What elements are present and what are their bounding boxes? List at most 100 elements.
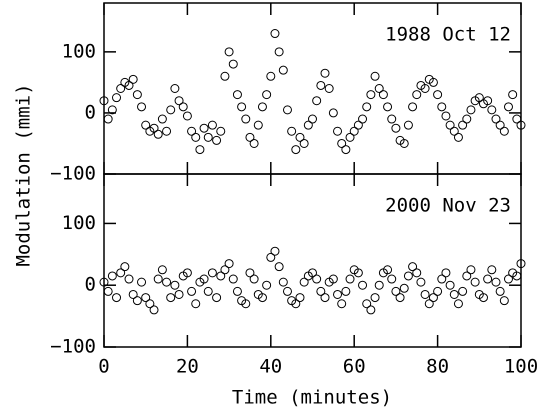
data-point [503,274,513,284]
data-point [141,120,151,130]
data-point [257,102,267,112]
data-point [383,265,393,275]
data-point [266,71,276,81]
data-point [203,286,213,296]
panel-annotation: 2000 Nov 23 [385,195,511,217]
data-point [308,268,317,278]
data-point [370,71,380,81]
panel-annotation: 1988 Oct 12 [385,24,511,46]
data-point [262,90,272,100]
y-tick-label: 100 [62,40,96,62]
data-point [107,105,117,115]
data-point [345,274,355,284]
data-point [157,265,167,275]
data-point [462,114,472,124]
data-point [458,120,468,130]
data-point [491,277,501,287]
x-tick-label: 60 [343,356,366,378]
data-point [157,114,167,124]
data-point [512,114,522,124]
data-point [291,299,301,309]
data-point [499,126,509,136]
y-tick-label: 0 [85,101,96,123]
data-point [287,126,297,136]
y-axis-label: Modulation (mmi) [13,83,35,266]
data-point [216,126,226,136]
data-point [462,271,472,281]
data-point [420,84,430,93]
data-point [120,262,130,272]
data-point [241,114,251,124]
data-point [466,265,476,275]
data-point [137,277,147,287]
data-point [491,114,501,124]
data-point [470,277,480,287]
data-point [162,126,172,136]
data-point [387,274,397,284]
x-tick-label: 20 [176,356,199,378]
data-point [358,280,368,290]
data-point [124,274,134,284]
data-point [495,120,505,130]
data-point [428,293,438,303]
data-point [245,268,255,278]
data-point [187,126,197,136]
data-point [399,283,409,293]
data-point [412,90,422,100]
data-point [132,296,142,306]
data-point [424,299,434,309]
data-point [99,96,109,106]
data-point [195,145,205,155]
data-point [99,277,109,287]
data-point [312,274,322,284]
data-point [149,305,159,315]
data-point [278,277,288,287]
data-point [224,259,234,269]
data-point [445,280,455,290]
data-point [137,102,147,112]
data-point [408,262,418,272]
data-point [170,280,180,290]
data-point [149,123,159,133]
data-point [291,145,301,155]
data-point [107,271,117,281]
data-point [237,102,247,112]
data-point [387,114,397,124]
data-point [153,129,163,139]
x-tick-label: 80 [426,356,449,378]
data-point [333,126,343,136]
data-point [366,305,376,315]
data-point [483,96,493,106]
data-point [403,271,413,281]
data-point [466,105,476,115]
data-point [433,286,443,296]
data-point [232,286,242,296]
y-tick-label: 100 [62,212,96,234]
data-point [116,268,126,278]
data-point [228,274,238,284]
data-point [362,102,372,112]
data-point [299,138,309,148]
data-point [345,132,355,142]
data-point [282,286,292,296]
data-point [207,120,217,130]
data-point [103,286,113,296]
data-point [374,84,384,93]
y-tick-label: 0 [85,274,96,296]
data-point [320,293,330,303]
data-point [437,102,447,112]
data-point [295,293,305,303]
data-point [166,293,176,303]
data-point [453,299,463,309]
data-point [249,138,259,148]
data-point [328,274,338,284]
data-point [270,29,280,39]
data-point [453,132,463,142]
data-point [487,105,497,115]
data-point [483,274,493,284]
data-point [474,93,484,103]
data-point [191,132,201,142]
data-point [320,68,330,78]
data-point [312,96,322,106]
